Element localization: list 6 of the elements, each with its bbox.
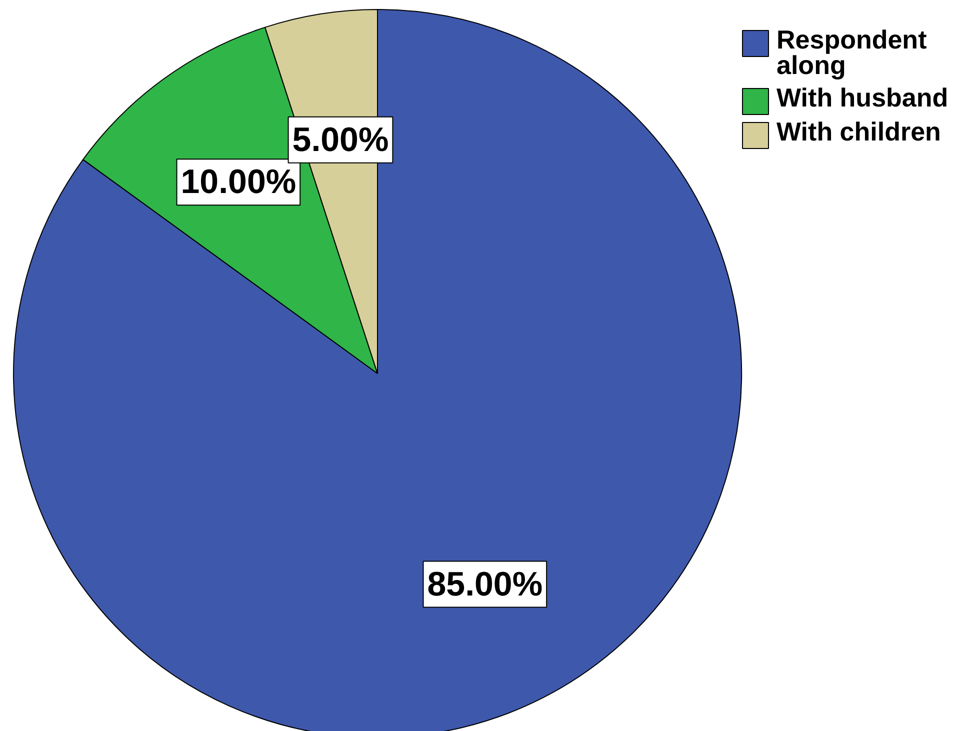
- data-label: 10.00%: [180, 163, 296, 202]
- data-label: 5.00%: [292, 120, 389, 159]
- legend-label: Respondent along: [776, 24, 928, 80]
- legend-label: With children: [776, 116, 941, 146]
- data-label: 85.00%: [427, 565, 543, 604]
- legend-label: With husband: [776, 82, 948, 112]
